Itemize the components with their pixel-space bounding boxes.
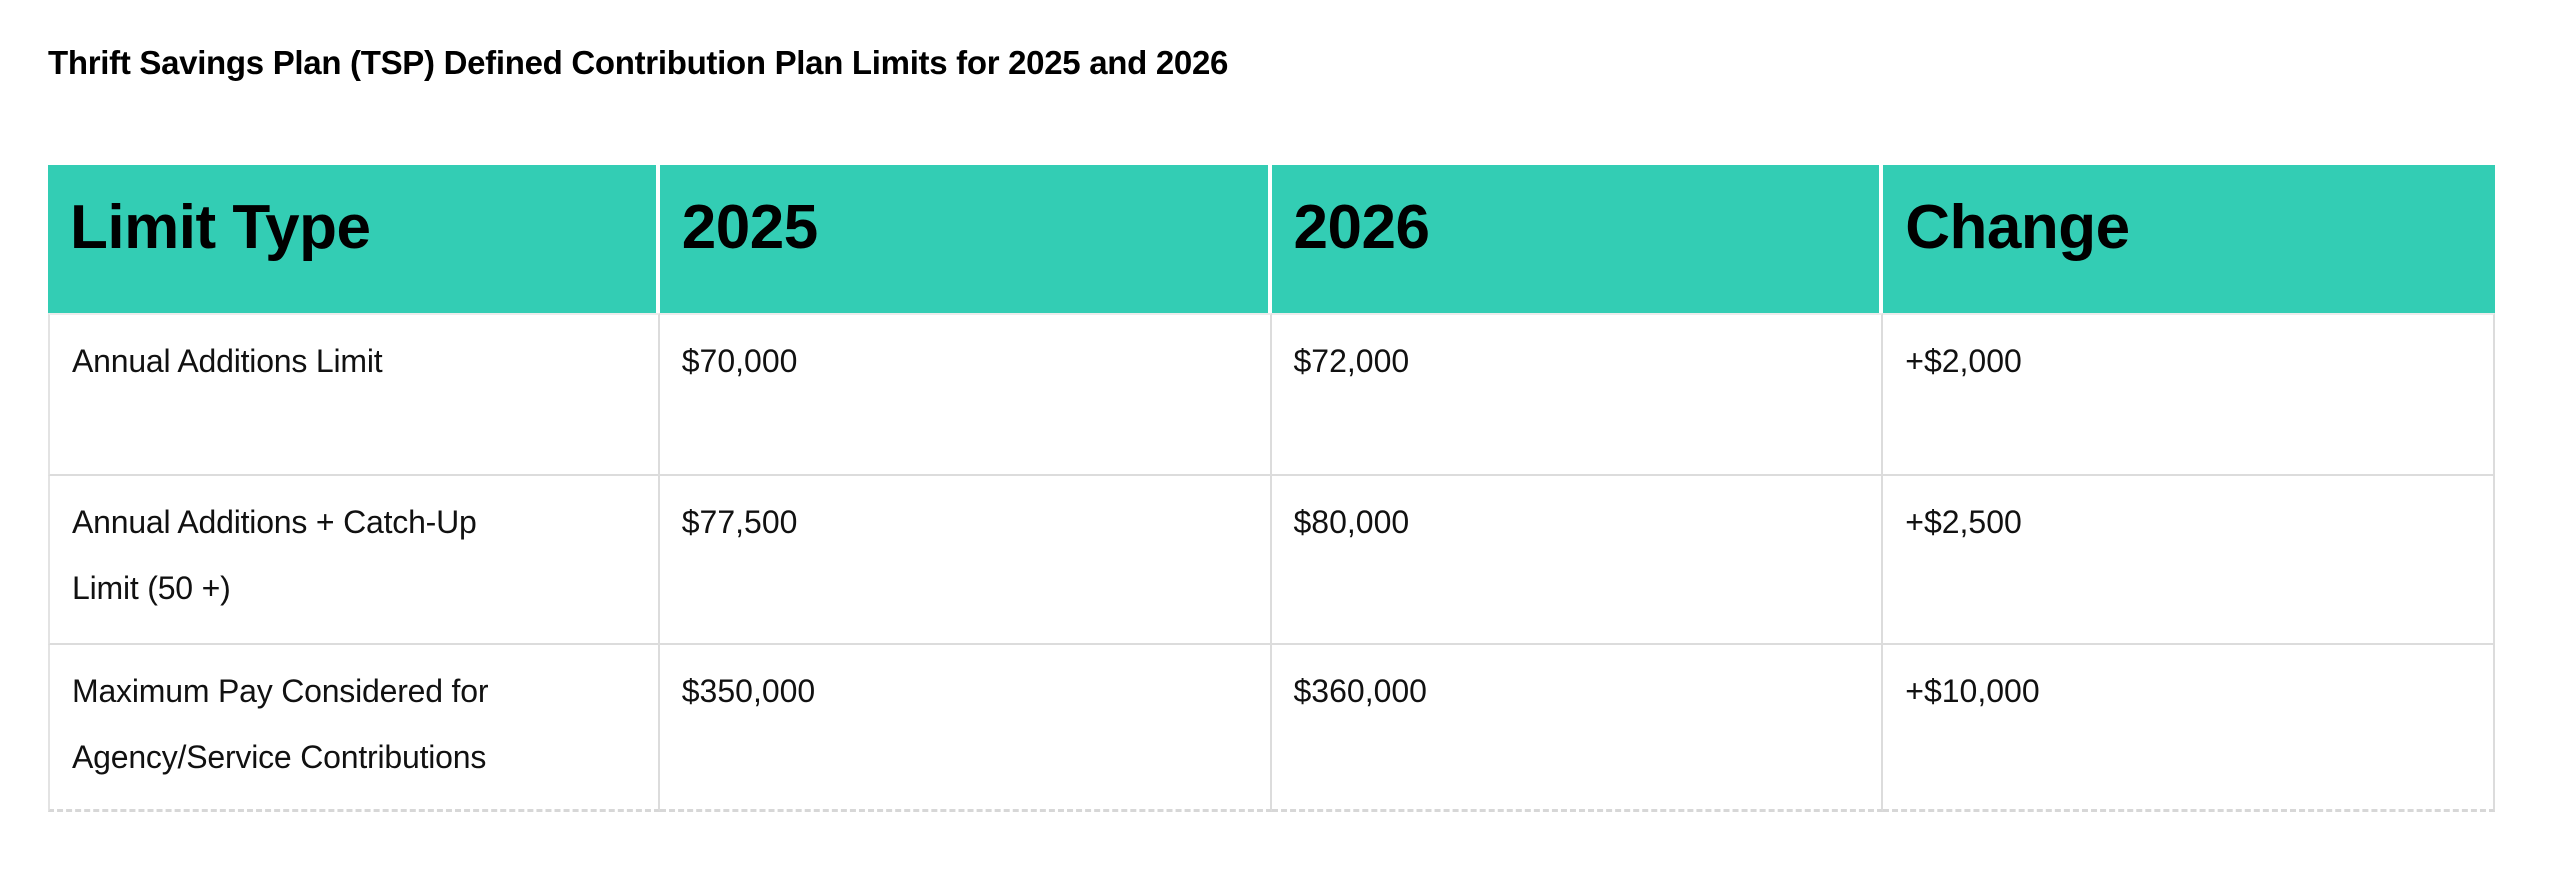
cell-change-value: +$2,500 (1883, 476, 2495, 645)
cell-2025-value: $350,000 (659, 645, 1272, 812)
cell-limit-type: Annual Additions + Catch-Up Limit (50 +) (48, 476, 660, 645)
column-header-2026: 2026 (1271, 165, 1884, 313)
cell-2025-value: $77,500 (659, 476, 1272, 645)
column-header-limit-type: Limit Type (48, 165, 660, 313)
cell-limit-type: Maximum Pay Considered for Agency/Servic… (48, 645, 660, 812)
cell-2026-value: $360,000 (1271, 645, 1884, 812)
cell-change-value: +$2,000 (1883, 313, 2495, 476)
page-title: Thrift Savings Plan (TSP) Defined Contri… (48, 44, 1229, 81)
cell-2026-value: $72,000 (1271, 313, 1884, 476)
column-header-2025: 2025 (659, 165, 1272, 313)
cell-limit-type: Annual Additions Limit (48, 313, 660, 476)
cell-change-value: +$10,000 (1883, 645, 2495, 812)
column-header-change: Change (1883, 165, 2495, 313)
cell-2026-value: $80,000 (1271, 476, 1884, 645)
cell-2025-value: $70,000 (659, 313, 1272, 476)
tsp-limits-table: Limit Type 2025 2026 Change Annual Addit… (48, 165, 2495, 812)
